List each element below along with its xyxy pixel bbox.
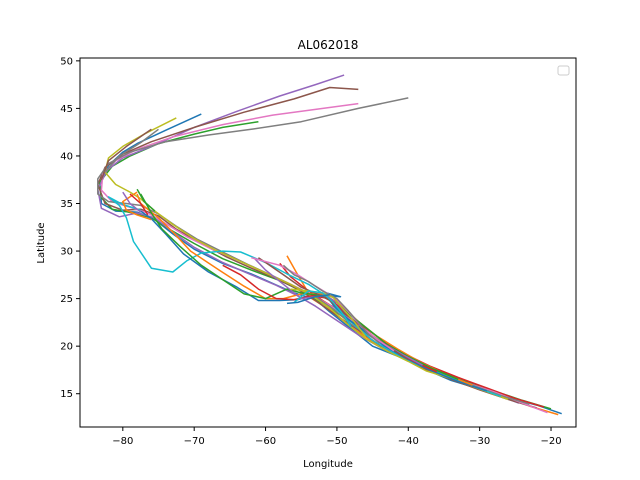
x-axis-label: Longitude (303, 459, 353, 470)
legend-box (557, 65, 570, 76)
y-axis-ticks: 15 20 25 30 35 40 45 50 (60, 56, 80, 400)
series-line-20 (286, 294, 330, 305)
x-tick-label: −40 (398, 436, 419, 447)
x-tick-label: −30 (469, 436, 490, 447)
series-line-9 (107, 196, 502, 398)
series-line-26 (104, 128, 159, 173)
plot-lines (97, 74, 562, 416)
y-tick-label: 20 (60, 342, 73, 353)
series-line-12 (140, 193, 459, 381)
series-line-22 (136, 188, 156, 212)
series-line-17 (282, 264, 381, 344)
y-axis-label: Latitude (36, 222, 47, 263)
y-tick-label: 30 (60, 247, 73, 258)
series-line-23 (122, 191, 142, 213)
y-tick-label: 50 (60, 56, 73, 67)
x-tick-label: −70 (184, 436, 205, 447)
x-tick-label: −50 (326, 436, 347, 447)
x-tick-label: −20 (540, 436, 561, 447)
x-tick-label: −80 (112, 436, 133, 447)
y-tick-label: 40 (60, 151, 73, 162)
x-tick-label: −60 (255, 436, 276, 447)
series-line-24 (129, 193, 149, 216)
series-line-19 (293, 290, 352, 328)
y-tick-label: 25 (60, 294, 73, 305)
series-line-25 (100, 128, 152, 180)
axes-frame (79, 57, 577, 428)
y-tick-label: 15 (60, 389, 73, 400)
chart-title: AL062018 (298, 38, 359, 52)
y-tick-label: 35 (60, 199, 73, 210)
series-line-11 (136, 193, 473, 386)
y-tick-label: 45 (60, 104, 73, 115)
x-axis-ticks: −80 −70 −60 −50 −40 −30 −20 (112, 427, 562, 447)
